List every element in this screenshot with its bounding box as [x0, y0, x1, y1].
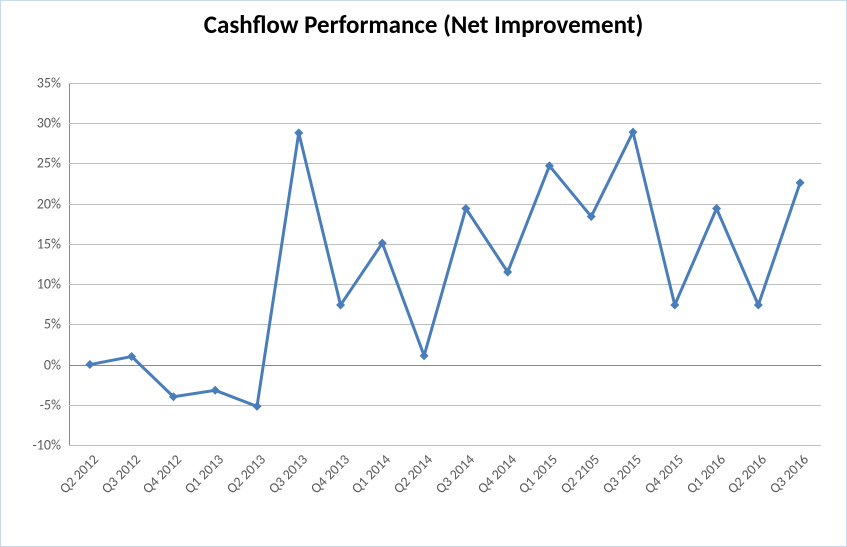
- data-point-marker: [754, 301, 763, 310]
- x-tick-label: Q3 2013: [265, 451, 311, 497]
- x-tick-label: Q1 2016: [683, 451, 729, 497]
- x-tick-label: Q2 2105: [557, 451, 603, 497]
- data-point-marker: [294, 128, 303, 137]
- data-point-marker: [712, 204, 721, 213]
- y-tick-label: -10%: [33, 437, 62, 454]
- data-point-marker: [420, 351, 429, 360]
- x-tick-label: Q2 2014: [390, 451, 436, 497]
- x-tick-label: Q4 2012: [139, 451, 185, 497]
- x-tick-label: Q1 2014: [348, 451, 394, 497]
- y-tick-label: 10%: [37, 276, 61, 293]
- x-tick-label: Q4 2013: [307, 451, 353, 497]
- y-tick-label: 30%: [37, 115, 61, 132]
- series-line: [90, 132, 800, 406]
- y-tick-label: -5%: [40, 396, 61, 413]
- x-tick-label: Q3 2016: [766, 451, 812, 497]
- data-point-marker: [670, 301, 679, 310]
- y-tick-label: 15%: [37, 235, 61, 252]
- plot-area: -10%-5%0%5%10%15%20%25%30%35%Q2 2012Q3 2…: [69, 83, 821, 445]
- x-tick-label: Q1 2015: [515, 451, 561, 497]
- line-series: [69, 83, 821, 445]
- data-point-marker: [796, 178, 805, 187]
- data-point-marker: [211, 386, 220, 395]
- y-tick-label: 5%: [44, 316, 61, 333]
- y-tick-label: 35%: [37, 75, 61, 92]
- gridline: [69, 445, 821, 446]
- data-point-marker: [253, 402, 262, 411]
- x-tick-label: Q4 2015: [641, 451, 687, 497]
- y-tick-label: 20%: [37, 195, 61, 212]
- x-tick-label: Q3 2014: [432, 451, 478, 497]
- x-tick-label: Q2 2013: [223, 451, 269, 497]
- chart-frame: Cashflow Performance (Net Improvement) -…: [0, 0, 847, 547]
- data-point-marker: [85, 360, 94, 369]
- x-tick-label: Q1 2013: [181, 451, 227, 497]
- y-tick-label: 0%: [44, 356, 61, 373]
- x-tick-label: Q2 2016: [724, 451, 770, 497]
- y-tick-label: 25%: [37, 155, 61, 172]
- x-tick-label: Q4 2014: [474, 451, 520, 497]
- x-tick-label: Q2 2012: [56, 451, 102, 497]
- chart-title: Cashflow Performance (Net Improvement): [1, 9, 846, 40]
- x-tick-label: Q3 2012: [98, 451, 144, 497]
- x-tick-label: Q3 2015: [599, 451, 645, 497]
